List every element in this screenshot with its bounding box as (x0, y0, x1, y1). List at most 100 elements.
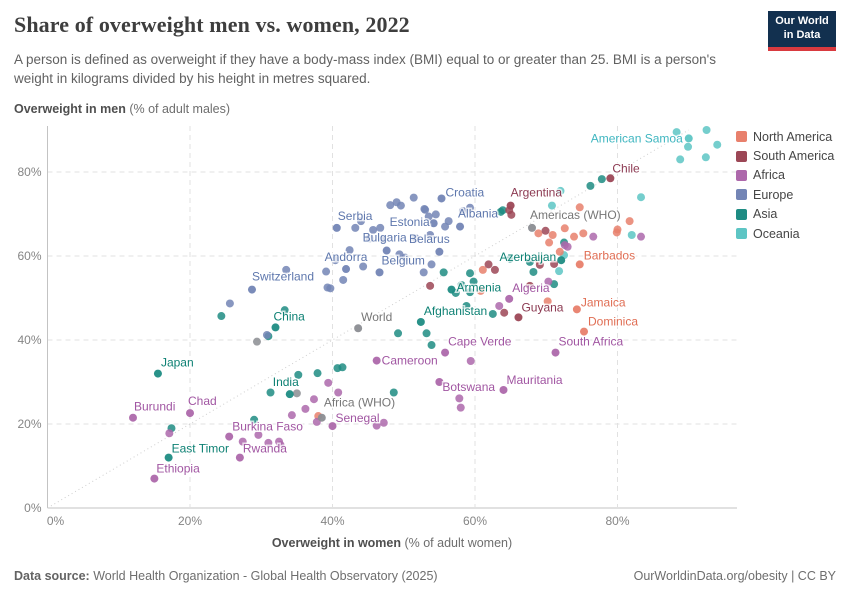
data-point[interactable] (702, 126, 711, 134)
data-point-americas-who-[interactable] (528, 223, 536, 232)
data-point[interactable] (488, 309, 497, 318)
data-point[interactable] (627, 231, 636, 239)
data-point[interactable] (165, 429, 174, 438)
data-point-dominica[interactable] (580, 327, 589, 336)
legend-item-oceania[interactable]: Oceania (736, 224, 834, 243)
data-point-argentina[interactable] (506, 201, 515, 210)
footer-license[interactable]: OurWorldinData.org/obesity | CC BY (633, 569, 836, 583)
data-point-east-timor[interactable] (164, 453, 173, 462)
data-point[interactable] (570, 232, 579, 241)
data-point-cape-verde[interactable] (441, 348, 450, 357)
data-point[interactable] (252, 337, 261, 346)
data-point-africa-who-[interactable] (317, 413, 326, 422)
data-point-guyana[interactable] (514, 313, 523, 322)
data-point[interactable] (411, 234, 420, 243)
data-point[interactable] (301, 404, 310, 413)
data-point[interactable] (334, 388, 343, 397)
data-point[interactable] (637, 232, 646, 241)
data-point[interactable] (541, 226, 550, 235)
data-point[interactable] (292, 389, 301, 398)
owid-logo[interactable]: Our World in Data (768, 11, 836, 51)
data-point[interactable] (597, 175, 606, 184)
data-point[interactable] (225, 299, 234, 308)
data-point[interactable] (457, 280, 466, 289)
legend-item-africa[interactable]: Africa (736, 166, 834, 185)
data-point[interactable] (458, 207, 467, 216)
data-point[interactable] (550, 259, 559, 268)
data-point-bulgaria[interactable] (382, 246, 391, 255)
data-point[interactable] (287, 411, 296, 420)
data-point-burkina-faso[interactable] (225, 432, 234, 441)
data-point-botswana[interactable] (435, 378, 444, 386)
data-point-mauritania[interactable] (499, 385, 508, 394)
legend-item-north-america[interactable]: North America (736, 127, 834, 146)
data-point-barbados[interactable] (575, 260, 584, 269)
data-point[interactable] (701, 153, 710, 162)
data-point[interactable] (372, 421, 381, 430)
data-point-cameroon[interactable] (372, 356, 381, 365)
data-point[interactable] (575, 203, 584, 212)
data-point-senegal[interactable] (328, 422, 337, 431)
data-point-american-samoa[interactable] (684, 134, 693, 143)
data-point[interactable] (345, 246, 354, 255)
data-point-afghanistan[interactable] (416, 317, 425, 326)
data-point[interactable] (466, 203, 475, 212)
data-point[interactable] (637, 193, 646, 202)
data-point[interactable] (684, 142, 693, 151)
data-point[interactable] (439, 268, 448, 277)
data-point[interactable] (500, 308, 509, 317)
data-point-andorra[interactable] (342, 265, 351, 274)
data-point[interactable] (505, 254, 514, 263)
data-point-rwanda[interactable] (235, 453, 244, 462)
data-point[interactable] (625, 217, 634, 226)
data-point[interactable] (441, 222, 450, 231)
data-point-chile[interactable] (606, 174, 615, 183)
data-point[interactable] (476, 286, 485, 295)
data-point-ethiopia[interactable] (150, 474, 159, 483)
data-point-japan[interactable] (153, 369, 162, 378)
data-point[interactable] (424, 212, 433, 221)
data-point-belgium[interactable] (375, 268, 384, 277)
data-point-chad[interactable] (186, 409, 194, 418)
data-point[interactable] (672, 128, 681, 137)
legend-item-asia[interactable]: Asia (736, 205, 834, 224)
data-point[interactable] (217, 312, 226, 321)
data-point[interactable] (359, 262, 368, 271)
data-point[interactable] (544, 277, 553, 286)
data-point[interactable] (379, 418, 388, 427)
data-point[interactable] (365, 234, 374, 243)
data-point[interactable] (389, 388, 398, 397)
legend-item-south-america[interactable]: South America (736, 146, 834, 165)
data-point[interactable] (313, 369, 322, 378)
data-point[interactable] (676, 155, 685, 164)
data-point[interactable] (326, 284, 335, 293)
data-point[interactable] (280, 306, 289, 315)
data-point[interactable] (543, 297, 552, 306)
data-point-serbia[interactable] (332, 223, 341, 232)
data-point[interactable] (455, 394, 464, 403)
data-point-jamaica[interactable] (572, 305, 581, 314)
data-point[interactable] (478, 265, 487, 274)
data-point[interactable] (426, 231, 435, 239)
data-point-albania[interactable] (456, 222, 465, 231)
data-point[interactable] (490, 265, 499, 274)
data-point[interactable] (427, 260, 436, 269)
data-point-switzerland[interactable] (247, 285, 256, 294)
data-point[interactable] (529, 267, 538, 276)
data-point[interactable] (294, 370, 303, 379)
data-point-algeria[interactable] (505, 294, 514, 303)
data-point[interactable] (484, 260, 493, 269)
data-point[interactable] (357, 217, 365, 226)
data-point[interactable] (469, 277, 478, 286)
data-point[interactable] (254, 430, 263, 439)
data-point[interactable] (275, 437, 284, 446)
data-point[interactable] (426, 281, 435, 290)
data-point[interactable] (612, 228, 621, 237)
data-point[interactable] (555, 247, 564, 256)
data-point[interactable] (238, 437, 247, 446)
data-point[interactable] (331, 256, 340, 265)
data-point[interactable] (713, 140, 722, 149)
data-point[interactable] (396, 201, 405, 210)
data-point[interactable] (462, 301, 471, 310)
data-point[interactable] (586, 181, 595, 190)
